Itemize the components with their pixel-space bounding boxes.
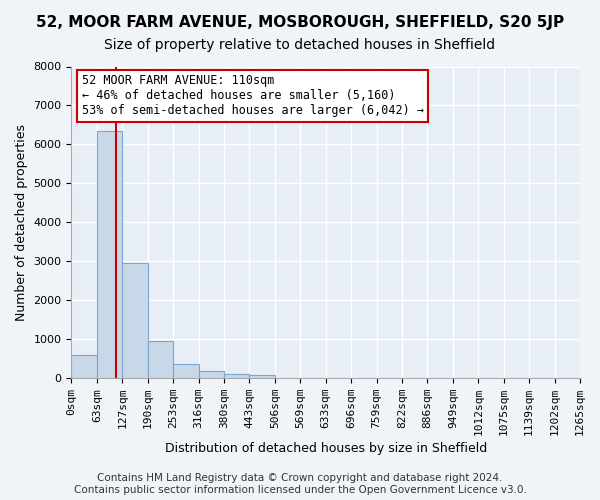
Bar <box>173 364 199 378</box>
Bar <box>71 356 97 378</box>
Bar <box>199 372 224 378</box>
Bar <box>97 131 122 378</box>
Bar <box>250 376 275 378</box>
Text: 52, MOOR FARM AVENUE, MOSBOROUGH, SHEFFIELD, S20 5JP: 52, MOOR FARM AVENUE, MOSBOROUGH, SHEFFI… <box>36 15 564 30</box>
Bar <box>224 374 250 378</box>
Bar <box>122 263 148 378</box>
Text: Size of property relative to detached houses in Sheffield: Size of property relative to detached ho… <box>104 38 496 52</box>
Bar <box>148 340 173 378</box>
Y-axis label: Number of detached properties: Number of detached properties <box>15 124 28 321</box>
Text: Contains HM Land Registry data © Crown copyright and database right 2024.
Contai: Contains HM Land Registry data © Crown c… <box>74 474 526 495</box>
Text: 52 MOOR FARM AVENUE: 110sqm
← 46% of detached houses are smaller (5,160)
53% of : 52 MOOR FARM AVENUE: 110sqm ← 46% of det… <box>82 74 424 118</box>
X-axis label: Distribution of detached houses by size in Sheffield: Distribution of detached houses by size … <box>164 442 487 455</box>
